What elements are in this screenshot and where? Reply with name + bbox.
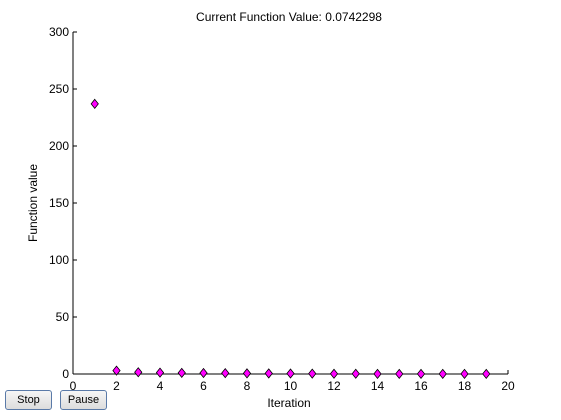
x-tick-label: 6 bbox=[200, 379, 207, 393]
data-point bbox=[482, 368, 491, 380]
data-point bbox=[242, 368, 252, 379]
y-tick-label: 250 bbox=[49, 82, 69, 96]
x-tick-label: 10 bbox=[284, 379, 298, 393]
y-tick-label: 200 bbox=[49, 139, 69, 153]
data-markers bbox=[90, 98, 491, 380]
x-tick-label: 12 bbox=[327, 379, 341, 393]
data-point bbox=[395, 368, 404, 380]
pause-button[interactable]: Pause bbox=[60, 390, 107, 410]
data-point bbox=[329, 368, 339, 379]
x-axis-label: Iteration bbox=[267, 396, 310, 410]
data-point bbox=[112, 365, 121, 376]
x-tick-label: 16 bbox=[414, 379, 428, 393]
data-point bbox=[438, 368, 447, 380]
y-tick-label: 150 bbox=[49, 196, 69, 210]
y-tick-label: 0 bbox=[62, 367, 69, 381]
x-tick-label: 4 bbox=[157, 379, 164, 393]
y-tick-label: 300 bbox=[49, 25, 69, 39]
y-tick-label: 100 bbox=[49, 253, 69, 267]
data-point bbox=[460, 368, 469, 380]
data-point bbox=[308, 368, 317, 379]
y-axis-label: Function value bbox=[26, 164, 40, 242]
data-point bbox=[90, 98, 99, 109]
chart-title: Current Function Value: 0.0742298 bbox=[196, 10, 382, 24]
x-tick-label: 14 bbox=[371, 379, 385, 393]
data-point bbox=[199, 367, 208, 379]
data-point bbox=[177, 367, 186, 379]
stop-button[interactable]: Stop bbox=[5, 390, 52, 410]
data-point bbox=[286, 368, 295, 379]
x-tick-label: 18 bbox=[458, 379, 472, 393]
x-tick-label: 0 bbox=[70, 379, 77, 393]
data-point bbox=[155, 367, 165, 378]
data-point bbox=[134, 367, 143, 378]
data-point bbox=[373, 368, 382, 379]
x-tick-label: 20 bbox=[501, 379, 515, 393]
data-point bbox=[264, 368, 273, 379]
x-tick-label: 2 bbox=[113, 379, 120, 393]
data-point bbox=[351, 368, 360, 379]
x-tick-label: 8 bbox=[244, 379, 251, 393]
data-point bbox=[221, 367, 230, 379]
data-point bbox=[416, 368, 426, 380]
y-tick-label: 50 bbox=[56, 310, 70, 324]
